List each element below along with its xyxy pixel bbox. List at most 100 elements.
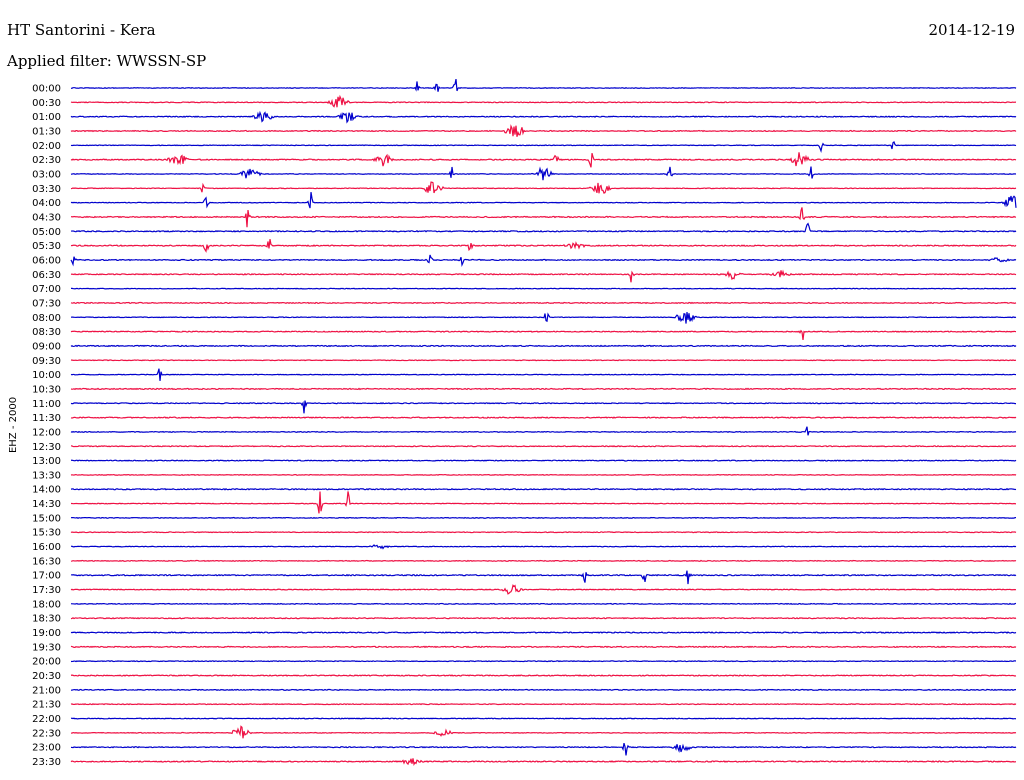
trace-0630 (70, 269, 1017, 283)
time-tick-label: 14:00 (32, 485, 61, 496)
trace-1600 (70, 544, 1017, 550)
time-tick-label: 22:00 (32, 714, 61, 725)
time-tick-label: 15:00 (32, 513, 61, 524)
time-tick-label: 01:00 (32, 112, 61, 123)
trace-2300 (70, 742, 1017, 756)
trace-2330 (70, 758, 1017, 767)
trace-1400 (70, 487, 1017, 491)
trace-2100 (70, 688, 1017, 691)
trace-2200 (70, 717, 1017, 720)
time-tick-label: 07:30 (32, 298, 61, 309)
time-tick-label: 18:00 (32, 599, 61, 610)
time-tick-label: 16:00 (32, 542, 61, 553)
trace-0330 (70, 181, 1017, 194)
trace-0800 (70, 312, 1017, 324)
time-tick-label: 02:30 (32, 155, 61, 166)
time-tick-label: 13:00 (32, 456, 61, 467)
trace-0500 (70, 222, 1017, 233)
channel-label: EHZ - 2000 (8, 397, 19, 453)
time-tick-label: 11:00 (32, 399, 61, 410)
trace-1530 (70, 531, 1017, 534)
time-tick-label: 12:00 (32, 427, 61, 438)
time-tick-label: 10:00 (32, 370, 61, 381)
trace-0830 (70, 329, 1017, 340)
trace-0100 (70, 110, 1017, 124)
trace-1700 (70, 570, 1017, 585)
time-tick-label: 04:30 (32, 213, 61, 224)
time-tick-label: 21:00 (32, 685, 61, 696)
time-tick-label: 07:00 (32, 284, 61, 295)
time-tick-label: 02:00 (32, 141, 61, 152)
time-tick-labels: 00:00 00:30 01:00 01:30 02:00 02:30 03:00 03:30… (32, 84, 61, 769)
time-tick-label: 20:30 (32, 671, 61, 682)
time-tick-label: 23:30 (32, 757, 61, 768)
time-tick-label: 04:00 (32, 198, 61, 209)
time-tick-label: 08:00 (32, 313, 61, 324)
trace-1930 (70, 645, 1017, 649)
trace-1630 (70, 559, 1017, 562)
time-tick-label: 13:30 (32, 470, 61, 481)
trace-group (70, 78, 1017, 767)
time-tick-label: 03:30 (32, 184, 61, 195)
time-tick-label: 19:30 (32, 642, 61, 653)
trace-0400 (70, 192, 1017, 209)
time-tick-label: 17:00 (32, 571, 61, 582)
trace-1030 (70, 387, 1017, 391)
time-tick-label: 23:00 (32, 743, 61, 754)
applied-filter-label: Applied filter: WWSSN-SP (6, 52, 206, 70)
trace-0730 (70, 301, 1017, 305)
trace-0430 (70, 207, 1017, 228)
trace-2130 (70, 703, 1017, 706)
trace-1200 (70, 426, 1017, 436)
trace-0930 (70, 359, 1017, 362)
trace-1000 (70, 368, 1017, 381)
trace-1130 (70, 416, 1017, 419)
trace-0300 (70, 166, 1017, 181)
trace-0530 (70, 239, 1017, 253)
time-tick-label: 01:30 (32, 127, 61, 138)
time-tick-label: 16:30 (32, 556, 61, 567)
time-tick-label: 14:30 (32, 499, 61, 510)
trace-0600 (70, 254, 1017, 267)
trace-1900 (70, 631, 1017, 634)
trace-0030 (70, 94, 1017, 108)
trace-1500 (70, 516, 1017, 519)
time-tick-label: 10:30 (32, 384, 61, 395)
time-tick-label: 18:30 (32, 614, 61, 625)
trace-1300 (70, 459, 1017, 462)
time-tick-label: 22:30 (32, 728, 61, 739)
time-tick-label: 05:30 (32, 241, 61, 252)
trace-1100 (70, 400, 1017, 414)
time-tick-label: 06:30 (32, 270, 61, 281)
trace-0700 (70, 287, 1017, 290)
time-tick-label: 00:30 (32, 98, 61, 109)
time-tick-label: 15:30 (32, 528, 61, 539)
trace-0230 (70, 152, 1017, 168)
time-tick-label: 20:00 (32, 657, 61, 668)
time-tick-label: 06:00 (32, 256, 61, 267)
time-tick-label: 00:00 (32, 84, 61, 95)
trace-1430 (70, 491, 1017, 514)
trace-0900 (70, 344, 1017, 348)
time-tick-label: 05:00 (32, 227, 61, 238)
time-tick-label: 09:00 (32, 341, 61, 352)
time-tick-label: 09:30 (32, 356, 61, 367)
trace-1330 (70, 473, 1017, 476)
trace-0130 (70, 124, 1017, 137)
trace-2030 (70, 674, 1017, 677)
trace-2000 (70, 660, 1017, 663)
trace-0000 (70, 78, 1017, 92)
trace-2230 (70, 725, 1017, 739)
time-tick-label: 17:30 (32, 585, 61, 596)
time-tick-label: 21:30 (32, 700, 61, 711)
record-date: 2014-12-19 (929, 21, 1015, 39)
station-title: HT Santorini - Kera (7, 21, 156, 39)
time-tick-label: 12:30 (32, 442, 61, 453)
time-tick-label: 03:00 (32, 170, 61, 181)
trace-0200 (70, 141, 1017, 154)
trace-1230 (70, 445, 1017, 448)
trace-1800 (70, 602, 1017, 605)
time-tick-label: 11:30 (32, 413, 61, 424)
trace-1730 (70, 584, 1017, 595)
